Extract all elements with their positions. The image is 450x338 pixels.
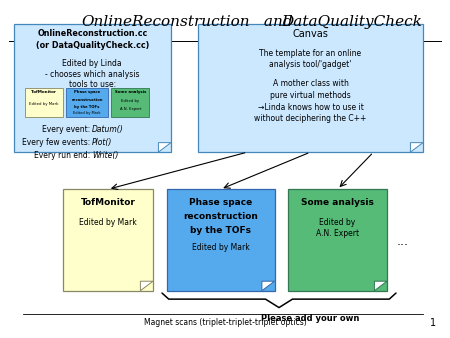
Text: tools to use:: tools to use: bbox=[69, 80, 116, 90]
FancyBboxPatch shape bbox=[63, 189, 153, 291]
Text: Edited by Mark: Edited by Mark bbox=[79, 218, 137, 227]
Text: pure virtual methods: pure virtual methods bbox=[270, 91, 351, 100]
Text: Plot(): Plot() bbox=[92, 138, 112, 147]
Text: Edited by Mark: Edited by Mark bbox=[29, 102, 58, 106]
Text: reconstruction: reconstruction bbox=[71, 98, 103, 102]
Text: Every few events:: Every few events: bbox=[22, 138, 92, 147]
FancyBboxPatch shape bbox=[25, 88, 63, 117]
FancyBboxPatch shape bbox=[111, 88, 149, 117]
Text: Phase space: Phase space bbox=[74, 90, 100, 94]
Text: analysis tool/'gadget': analysis tool/'gadget' bbox=[269, 60, 352, 69]
Text: and: and bbox=[259, 15, 297, 29]
Text: by the TOFs: by the TOFs bbox=[190, 226, 251, 236]
Polygon shape bbox=[158, 143, 171, 152]
Text: reconstruction: reconstruction bbox=[183, 212, 258, 221]
Text: Canvas: Canvas bbox=[292, 29, 328, 39]
Text: DataQualityCheck: DataQualityCheck bbox=[281, 15, 422, 29]
Text: Edited by Mark: Edited by Mark bbox=[73, 112, 101, 116]
Text: OnlineReconstruction: OnlineReconstruction bbox=[81, 15, 250, 29]
Text: 1: 1 bbox=[430, 318, 436, 329]
Text: Edited by: Edited by bbox=[121, 99, 140, 103]
Text: OnlineReconstruction.cc: OnlineReconstruction.cc bbox=[37, 29, 148, 38]
Text: A.N. Expert: A.N. Expert bbox=[316, 229, 359, 238]
Text: ...: ... bbox=[397, 235, 409, 248]
Text: Please add your own: Please add your own bbox=[261, 314, 360, 323]
Text: Some analysis: Some analysis bbox=[115, 90, 146, 94]
Text: Edited by Linda: Edited by Linda bbox=[63, 59, 122, 68]
FancyBboxPatch shape bbox=[198, 24, 423, 152]
Text: The template for an online: The template for an online bbox=[260, 49, 361, 58]
Text: Edited by Mark: Edited by Mark bbox=[192, 243, 249, 252]
Text: →Linda knows how to use it: →Linda knows how to use it bbox=[257, 103, 364, 112]
Text: Magnet scans (triplet-triplet-triplet optics): Magnet scans (triplet-triplet-triplet op… bbox=[144, 318, 306, 328]
Text: by the TOFs: by the TOFs bbox=[74, 104, 100, 108]
FancyBboxPatch shape bbox=[14, 24, 171, 152]
FancyBboxPatch shape bbox=[166, 189, 274, 291]
Polygon shape bbox=[262, 281, 274, 291]
Text: Every run end:: Every run end: bbox=[34, 151, 92, 160]
FancyBboxPatch shape bbox=[288, 189, 387, 291]
Text: (or DataQualityCheck.cc): (or DataQualityCheck.cc) bbox=[36, 41, 149, 50]
Text: Every event:: Every event: bbox=[41, 125, 92, 134]
Text: TofMonitor: TofMonitor bbox=[32, 90, 56, 94]
Text: Write(): Write() bbox=[92, 151, 119, 160]
Polygon shape bbox=[140, 281, 153, 291]
FancyBboxPatch shape bbox=[66, 88, 108, 117]
Text: - chooses which analysis: - chooses which analysis bbox=[45, 70, 140, 79]
Text: A.N. Expert: A.N. Expert bbox=[120, 106, 141, 111]
Text: TofMonitor: TofMonitor bbox=[81, 198, 135, 207]
Text: Datum(): Datum() bbox=[92, 125, 124, 134]
Polygon shape bbox=[410, 143, 423, 152]
Polygon shape bbox=[374, 281, 387, 291]
Text: Some analysis: Some analysis bbox=[301, 198, 374, 207]
Text: Phase space: Phase space bbox=[189, 198, 252, 207]
Text: A mother class with: A mother class with bbox=[273, 79, 348, 89]
Text: without deciphering the C++: without deciphering the C++ bbox=[254, 114, 367, 123]
Text: Edited by: Edited by bbox=[320, 218, 356, 227]
